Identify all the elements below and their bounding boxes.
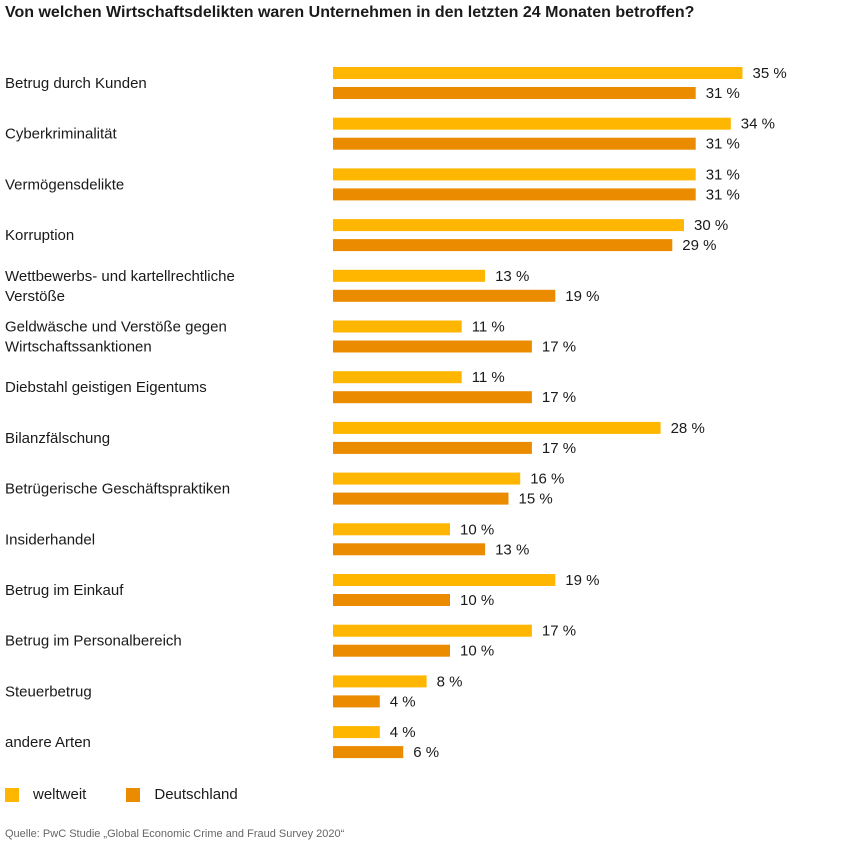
bar-deutschland	[333, 239, 673, 252]
category-label: andere Arten	[5, 734, 91, 751]
bar-weltweit	[333, 371, 462, 384]
data-label-deutschland: 17 %	[542, 440, 576, 457]
bar-deutschland	[333, 543, 486, 556]
bar-deutschland	[333, 289, 556, 302]
legend-item-deutschland: Deutschland	[126, 786, 238, 803]
data-label-deutschland: 31 %	[706, 136, 740, 153]
legend-swatch-deutschland	[126, 787, 141, 802]
bar-weltweit	[333, 675, 427, 688]
data-label-weltweit: 30 %	[694, 217, 728, 234]
bar-weltweit	[333, 269, 486, 282]
data-label-deutschland: 13 %	[495, 541, 529, 558]
bar-weltweit	[333, 523, 450, 536]
data-label-deutschland: 31 %	[706, 85, 740, 102]
data-label-weltweit: 11 %	[472, 369, 505, 386]
bar-weltweit	[333, 574, 556, 586]
bar-weltweit	[333, 67, 743, 79]
data-label-deutschland: 19 %	[565, 288, 599, 305]
category-label: Insiderhandel	[5, 531, 95, 548]
bar-deutschland	[333, 340, 532, 353]
bar-deutschland	[333, 492, 509, 505]
data-label-weltweit: 35 %	[753, 65, 787, 82]
category-label: Betrug im Personalbereich	[5, 633, 182, 650]
data-label-weltweit: 11 %	[472, 319, 505, 336]
category-label: Diebstahl geistigen Eigentums	[5, 379, 207, 396]
bar-deutschland	[333, 695, 380, 708]
bar-deutschland	[333, 87, 696, 99]
bar-deutschland	[333, 746, 404, 759]
data-label-weltweit: 8 %	[437, 673, 463, 690]
category-label: Korruption	[5, 227, 74, 244]
data-label-weltweit: 16 %	[530, 471, 564, 488]
data-label-deutschland: 10 %	[460, 643, 494, 660]
data-label-deutschland: 4 %	[390, 693, 416, 710]
bar-weltweit	[333, 726, 380, 739]
data-label-deutschland: 31 %	[706, 186, 740, 203]
data-label-deutschland: 15 %	[519, 491, 553, 508]
legend-label-deutschland: Deutschland	[154, 786, 238, 803]
data-label-deutschland: 29 %	[682, 237, 716, 254]
bar-weltweit	[333, 117, 731, 130]
category-label: Wettbewerbs- und kartellrechtliche Verstö…	[5, 268, 235, 305]
source-note: Quelle: PwC Studie „Global Economic Crim…	[5, 828, 345, 840]
bar-weltweit	[333, 168, 696, 181]
bar-deutschland	[333, 391, 532, 404]
data-label-weltweit: 10 %	[460, 521, 494, 538]
category-label: Betrug im Einkauf	[5, 582, 124, 599]
legend-item-weltweit: weltweit	[5, 786, 86, 803]
bar-weltweit	[333, 624, 532, 637]
category-label: Bilanzfälschung	[5, 430, 110, 447]
category-label: Vermögensdelikte	[5, 176, 124, 193]
chart-title: Von welchen Wirtschaftsdelikten waren Un…	[5, 4, 695, 21]
bar-deutschland	[333, 644, 450, 657]
legend-swatch-weltweit	[5, 787, 19, 802]
bar-weltweit	[333, 472, 521, 485]
category-label: Cyberkriminalität	[5, 126, 118, 143]
data-label-weltweit: 31 %	[706, 166, 740, 183]
data-label-deutschland: 17 %	[542, 389, 576, 406]
bar-weltweit	[333, 421, 661, 434]
bar-chart: Betrug durch Kunden 35 % 31 % Cyberkriminal…	[5, 65, 787, 761]
category-label: Betrug durch Kunden	[5, 75, 147, 92]
data-label-deutschland: 6 %	[413, 744, 439, 761]
category-label: Betrügerische Geschäftspraktiken	[5, 481, 230, 498]
data-label-weltweit: 17 %	[542, 623, 576, 640]
bar-deutschland	[333, 594, 450, 606]
data-label-weltweit: 34 %	[741, 116, 775, 133]
data-label-deutschland: 10 %	[460, 592, 494, 609]
bar-weltweit	[333, 219, 684, 232]
data-label-weltweit: 4 %	[390, 724, 416, 741]
data-label-weltweit: 19 %	[565, 572, 599, 589]
bar-deutschland	[333, 188, 696, 201]
legend-label-weltweit: weltweit	[33, 786, 87, 803]
category-label: Geldwäsche und Verstöße gegen Wirtschafts…	[5, 319, 227, 356]
data-label-weltweit: 13 %	[495, 268, 529, 285]
legend: weltweit Deutschland	[5, 786, 278, 803]
bar-weltweit	[333, 320, 462, 333]
bar-deutschland	[333, 441, 532, 454]
data-label-weltweit: 28 %	[671, 420, 705, 437]
data-label-deutschland: 17 %	[542, 339, 576, 356]
category-label: Steuerbetrug	[5, 683, 92, 700]
bar-deutschland	[333, 137, 696, 150]
